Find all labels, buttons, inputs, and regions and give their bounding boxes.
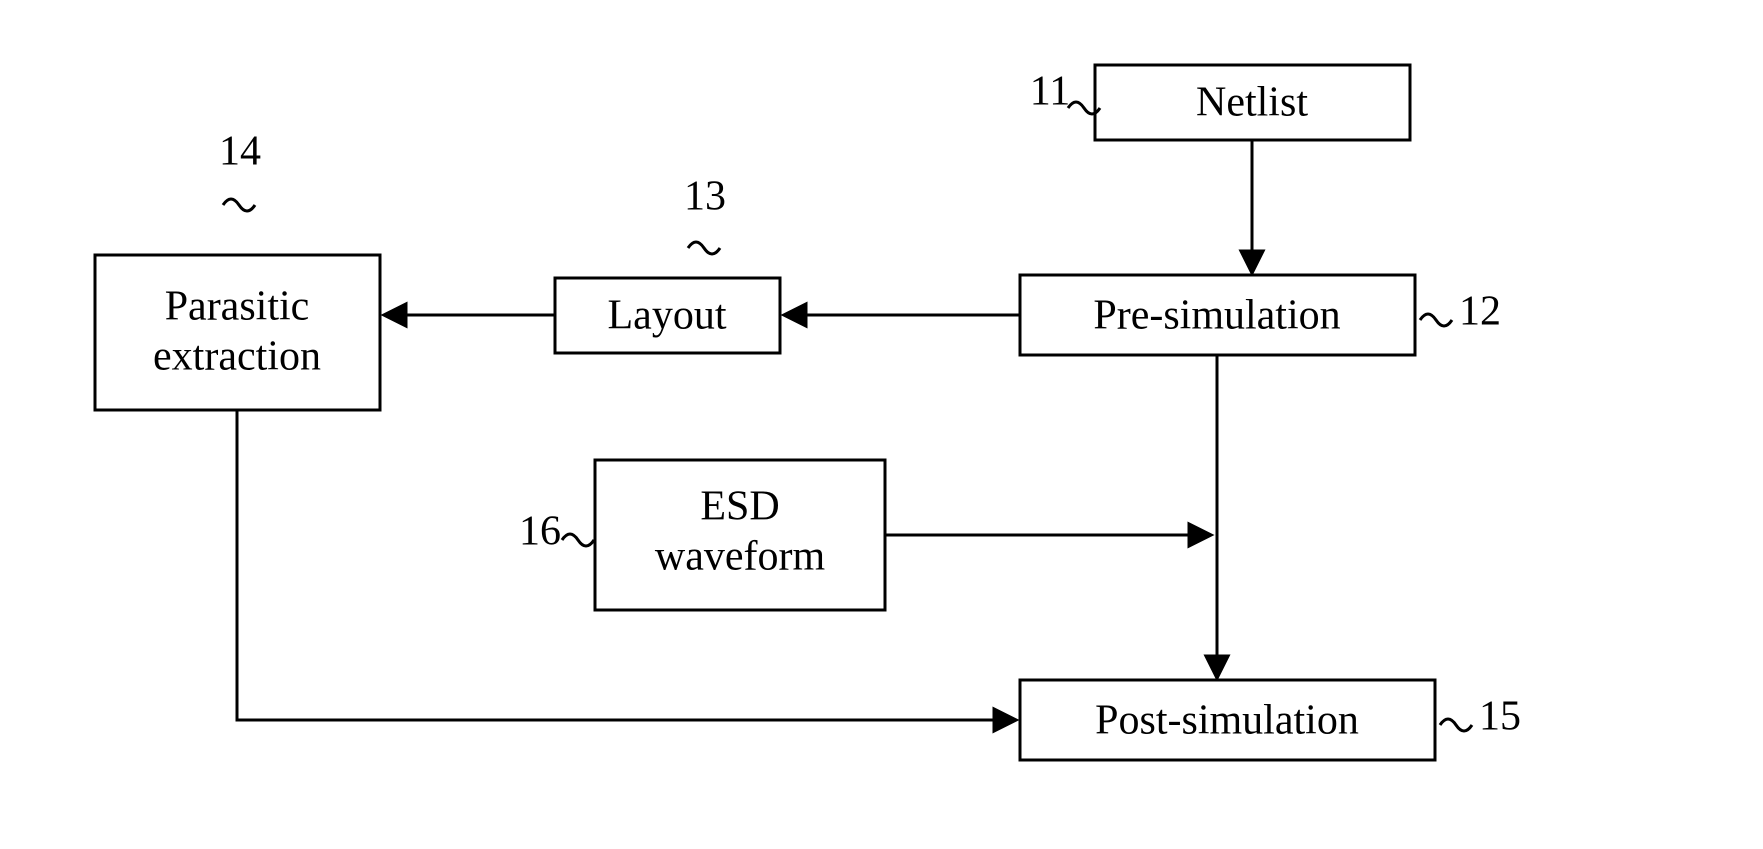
node-post-simulation: Post-simulation	[1020, 680, 1435, 760]
tilde-12	[1420, 314, 1452, 326]
node-netlist-label: Netlist	[1196, 80, 1308, 126]
node-netlist-number: 11	[1030, 69, 1070, 115]
node-parasitic-extraction-label-1: Parasitic	[165, 284, 310, 330]
tilde-14	[223, 199, 255, 211]
node-pre-simulation-number: 12	[1459, 289, 1501, 335]
node-pre-simulation: Pre-simulation	[1020, 275, 1415, 355]
node-esd-waveform-number: 16	[519, 509, 561, 555]
node-post-simulation-label: Post-simulation	[1095, 698, 1359, 744]
tilde-15	[1440, 719, 1472, 731]
node-netlist: Netlist	[1095, 65, 1410, 140]
node-post-simulation-number: 15	[1479, 694, 1521, 740]
node-esd-waveform: ESD waveform	[595, 460, 885, 610]
node-layout: Layout	[555, 278, 780, 353]
tilde-16	[562, 534, 594, 546]
tilde-13	[688, 242, 720, 254]
node-pre-simulation-label: Pre-simulation	[1093, 293, 1340, 339]
node-esd-waveform-label-2: waveform	[655, 534, 826, 580]
node-layout-number: 13	[684, 174, 726, 220]
flowchart-canvas: Netlist 11 Pre-simulation 12 Layout 13 P…	[0, 0, 1763, 849]
node-parasitic-extraction-label-2: extraction	[153, 334, 321, 380]
node-parasitic-extraction-number: 14	[219, 129, 261, 175]
node-esd-waveform-label-1: ESD	[700, 484, 779, 530]
node-layout-label: Layout	[608, 293, 727, 339]
node-parasitic-extraction: Parasitic extraction	[95, 255, 380, 410]
